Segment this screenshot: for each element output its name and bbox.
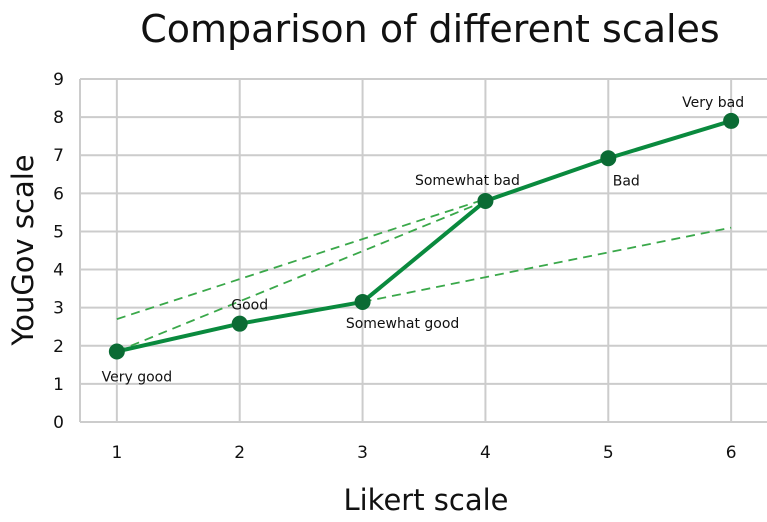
y-axis-label: YouGov scale bbox=[6, 154, 40, 346]
y-tick-label: 0 bbox=[53, 413, 64, 433]
x-tick-label: 3 bbox=[357, 443, 368, 463]
chart-title: Comparison of different scales bbox=[140, 7, 719, 51]
x-tick-label: 5 bbox=[603, 443, 614, 463]
data-point bbox=[723, 112, 740, 129]
y-tick-label: 8 bbox=[53, 108, 64, 128]
x-tick-label: 6 bbox=[726, 443, 737, 463]
x-tick-label: 1 bbox=[111, 443, 122, 463]
reference-line bbox=[116, 200, 486, 353]
data-point bbox=[108, 343, 125, 360]
y-tick-label: 5 bbox=[53, 222, 64, 242]
point-label: Very good bbox=[102, 369, 173, 385]
y-tick-label: 1 bbox=[53, 375, 64, 395]
x-axis-label: Likert scale bbox=[343, 483, 508, 517]
data-point bbox=[477, 192, 494, 209]
series-line bbox=[116, 119, 732, 354]
data-point bbox=[600, 150, 617, 167]
x-tick-label: 2 bbox=[234, 443, 245, 463]
point-label: Somewhat bad bbox=[415, 173, 520, 189]
point-label: Somewhat good bbox=[346, 316, 459, 332]
data-point bbox=[231, 315, 248, 332]
x-tick-label: 4 bbox=[480, 443, 491, 463]
point-label: Very bad bbox=[682, 95, 744, 111]
grid bbox=[79, 78, 767, 423]
point-label: Good bbox=[231, 298, 268, 314]
y-tick-label: 2 bbox=[53, 337, 64, 357]
data-point bbox=[354, 293, 371, 310]
y-tick-label: 7 bbox=[53, 146, 64, 166]
y-tick-label: 6 bbox=[53, 184, 64, 204]
y-tick-label: 4 bbox=[53, 261, 64, 281]
series bbox=[108, 112, 740, 360]
reference-line bbox=[362, 226, 732, 303]
y-tick-label: 9 bbox=[53, 70, 64, 90]
point-labels: Very good Good Somewhat good Somewhat bad Ba… bbox=[102, 95, 745, 386]
y-ticks: 0 1 2 3 4 5 6 7 8 9 bbox=[53, 70, 64, 433]
reference-line bbox=[116, 198, 486, 320]
y-tick-label: 3 bbox=[53, 299, 64, 319]
x-ticks: 1 2 3 4 5 6 bbox=[111, 443, 736, 463]
point-label: Bad bbox=[613, 173, 640, 189]
reference-lines bbox=[116, 198, 732, 353]
